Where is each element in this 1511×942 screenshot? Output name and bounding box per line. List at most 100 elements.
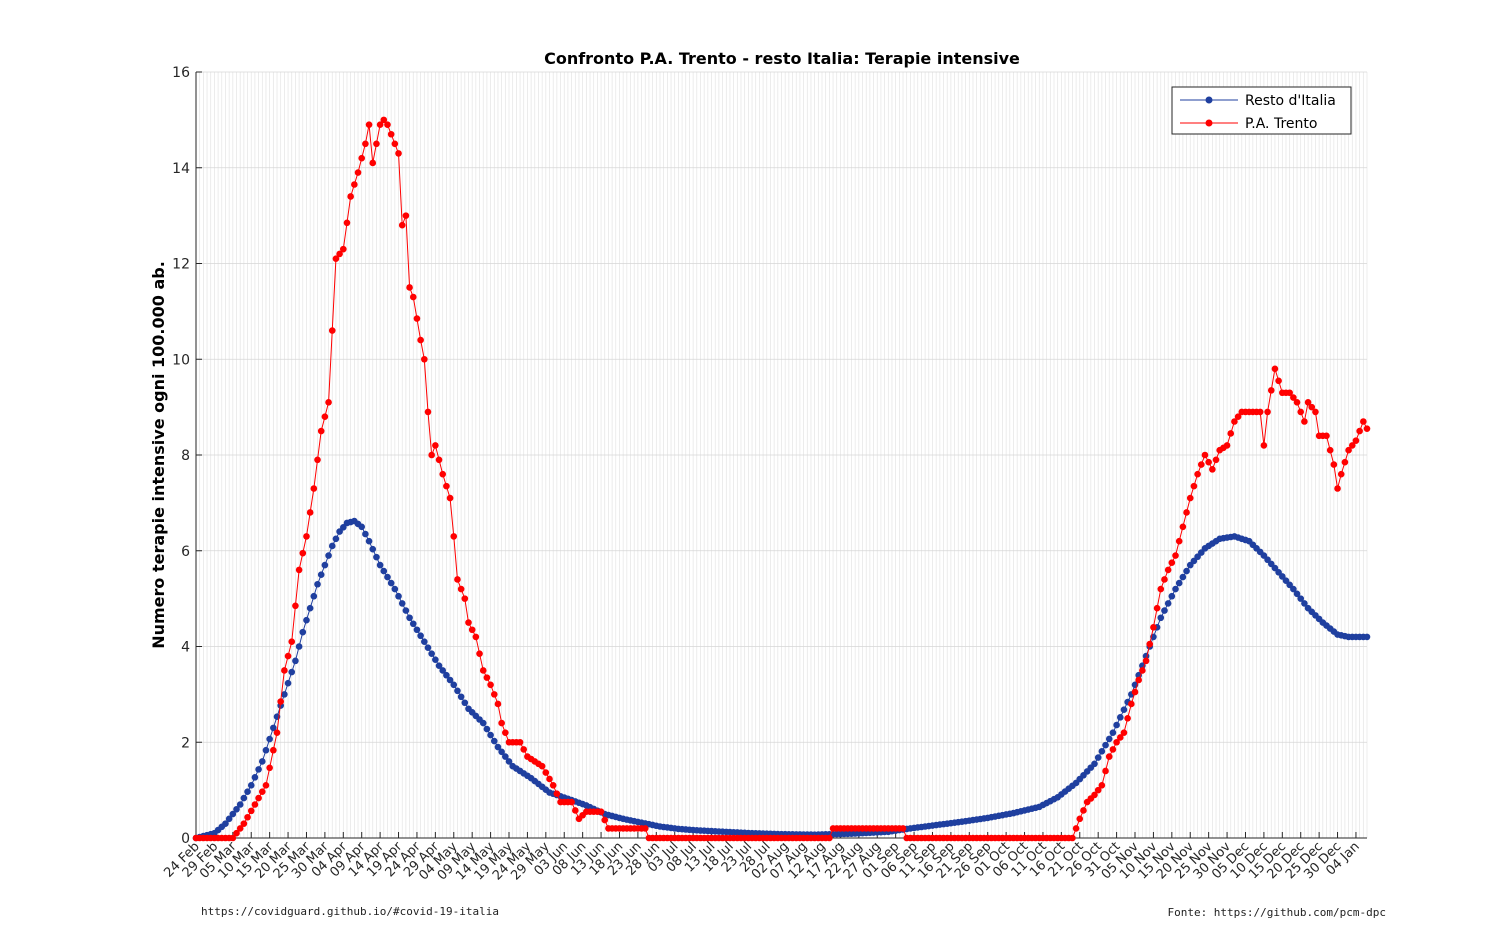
- data-point: [1293, 399, 1301, 406]
- legend: Resto d'Italia P.A. Trento: [1171, 86, 1352, 135]
- data-point: [1293, 590, 1301, 598]
- data-point: [343, 219, 351, 227]
- data-point: [1301, 418, 1308, 425]
- data-point: [439, 470, 447, 478]
- data-point: [398, 600, 406, 607]
- data-point: [284, 679, 292, 687]
- data-point: [826, 834, 833, 842]
- data-point: [1290, 585, 1297, 593]
- data-point: [498, 719, 505, 727]
- data-point: [1205, 458, 1212, 466]
- data-point: [365, 537, 373, 545]
- data-point: [406, 614, 413, 622]
- data-point: [1131, 688, 1139, 696]
- data-point: [457, 585, 465, 593]
- data-point: [362, 530, 369, 538]
- data-point: [1286, 389, 1293, 397]
- data-point: [1080, 807, 1087, 814]
- data-point: [476, 650, 483, 657]
- data-point: [461, 595, 469, 602]
- data-point: [365, 121, 373, 128]
- data-point: [233, 829, 240, 837]
- data-point: [1164, 566, 1172, 574]
- data-point: [1105, 735, 1113, 743]
- series-resto-italia: [192, 517, 1371, 842]
- series-layer: [192, 116, 1371, 842]
- data-point: [546, 775, 553, 783]
- data-point: [1186, 494, 1194, 502]
- data-point: [395, 150, 402, 157]
- y-tick-label: 2: [181, 735, 190, 751]
- chart-title: Confronto P.A. Trento - resto Italia: Te…: [544, 49, 1020, 68]
- data-point: [258, 758, 266, 765]
- data-point: [295, 643, 303, 650]
- data-point: [1153, 604, 1161, 612]
- data-point: [299, 549, 307, 557]
- y-tick-label: 6: [181, 544, 190, 560]
- data-point: [479, 719, 487, 727]
- data-point: [498, 748, 505, 756]
- data-point: [1161, 607, 1168, 614]
- series-pa-trento: [192, 116, 1371, 842]
- legend-marker: [1205, 119, 1213, 127]
- y-tick-label: 4: [181, 640, 190, 656]
- data-point: [516, 738, 524, 746]
- data-point: [1098, 748, 1106, 755]
- data-point: [292, 657, 299, 665]
- data-point: [1304, 399, 1312, 406]
- data-point: [376, 561, 384, 569]
- data-point: [1150, 624, 1157, 631]
- data-point: [424, 408, 432, 416]
- data-point: [1301, 600, 1308, 607]
- data-point: [1113, 721, 1120, 729]
- data-point: [1091, 791, 1098, 799]
- data-point: [240, 820, 248, 827]
- data-point: [1091, 760, 1098, 768]
- data-point: [1190, 482, 1198, 490]
- data-point: [1260, 442, 1268, 449]
- data-point: [236, 825, 244, 832]
- data-point: [395, 592, 402, 600]
- data-point: [402, 212, 410, 219]
- legend-label: Resto d'Italia: [1245, 93, 1336, 109]
- data-point: [376, 121, 384, 128]
- data-point: [406, 284, 413, 291]
- data-point: [1146, 640, 1154, 648]
- data-point: [306, 509, 314, 516]
- data-point: [328, 327, 336, 334]
- data-point: [292, 602, 299, 610]
- legend-marker: [1205, 96, 1213, 104]
- data-point: [380, 567, 388, 575]
- data-point: [1271, 365, 1279, 373]
- data-point: [1124, 715, 1131, 722]
- data-point: [277, 698, 284, 705]
- data-point: [1168, 592, 1176, 600]
- data-point: [435, 456, 443, 464]
- data-point: [1194, 470, 1201, 478]
- data-point: [461, 699, 469, 707]
- data-point: [369, 545, 377, 553]
- data-point: [321, 413, 329, 421]
- data-point: [281, 691, 288, 698]
- data-point: [1135, 676, 1142, 684]
- y-tick-label: 12: [172, 257, 190, 273]
- data-point: [1172, 552, 1179, 559]
- footer-source-link[interactable]: https://covidguard.github.io/#covid-19-i…: [201, 905, 500, 918]
- data-point: [432, 442, 439, 449]
- data-point: [398, 221, 406, 229]
- data-point: [1109, 746, 1117, 753]
- data-point: [542, 769, 550, 776]
- data-point: [303, 616, 310, 624]
- data-point: [236, 801, 244, 808]
- data-point: [1072, 825, 1080, 832]
- y-tick-label: 14: [172, 161, 190, 177]
- data-point: [432, 656, 439, 663]
- data-point: [1201, 451, 1209, 459]
- data-point: [229, 834, 237, 842]
- data-point: [1352, 437, 1360, 444]
- data-point: [351, 181, 358, 188]
- data-point: [1183, 567, 1190, 575]
- data-point: [899, 825, 907, 832]
- data-point: [1360, 418, 1367, 425]
- data-point: [1113, 738, 1120, 746]
